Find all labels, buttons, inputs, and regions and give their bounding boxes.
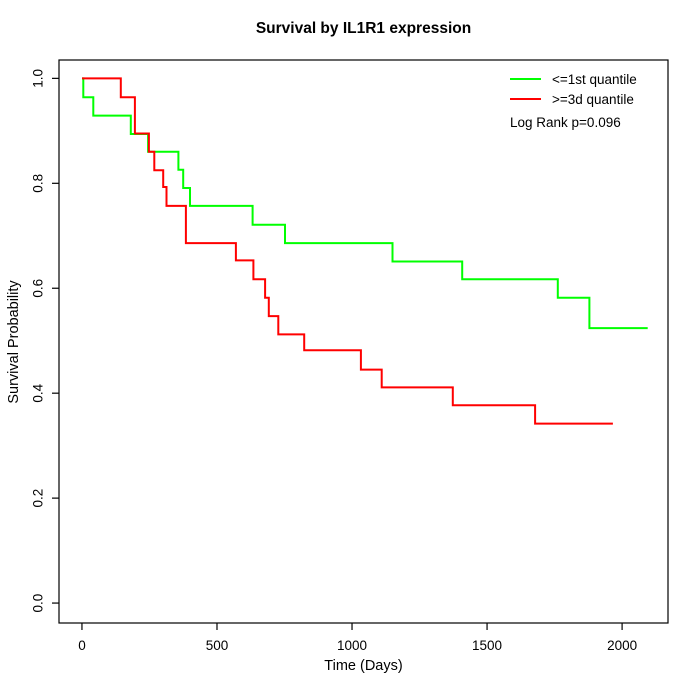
x-tick-label: 0 bbox=[78, 638, 86, 653]
legend-line-green bbox=[510, 78, 541, 80]
y-tick-label: 0.2 bbox=[31, 489, 46, 508]
x-tick-label: 1500 bbox=[472, 638, 502, 653]
x-tick-label: 1000 bbox=[337, 638, 367, 653]
x-tick-label: 500 bbox=[206, 638, 229, 653]
legend-item-low-expression: <=1st quantile bbox=[510, 69, 637, 89]
x-tick-label: 2000 bbox=[607, 638, 637, 653]
legend-label-low: <=1st quantile bbox=[552, 71, 637, 87]
x-axis: 0 500 1000 1500 2000 bbox=[78, 623, 637, 653]
x-axis-title: Time (Days) bbox=[324, 658, 403, 674]
y-axis: 0.0 0.2 0.4 0.6 0.8 1.0 bbox=[31, 69, 59, 613]
plot-box bbox=[58, 59, 669, 624]
km-curve-low-expression bbox=[82, 77, 648, 330]
legend: <=1st quantile >=3d quantile Log Rank p=… bbox=[510, 69, 637, 130]
y-tick-label: 0.6 bbox=[31, 279, 46, 298]
chart-title: Survival by IL1R1 expression bbox=[255, 20, 472, 37]
legend-item-high-expression: >=3d quantile bbox=[510, 89, 637, 109]
y-tick-label: 0.4 bbox=[31, 383, 46, 402]
legend-line-red bbox=[510, 98, 541, 100]
y-tick-label: 1.0 bbox=[31, 69, 46, 88]
km-curve-high-expression bbox=[82, 77, 613, 425]
y-axis-title-wrap: Survival Probability bbox=[0, 60, 28, 623]
y-axis-title: Survival Probability bbox=[6, 279, 22, 404]
y-tick-label: 0.8 bbox=[31, 174, 46, 193]
legend-label-high: >=3d quantile bbox=[552, 91, 634, 107]
y-tick-label: 0.0 bbox=[31, 594, 46, 613]
log-rank-pvalue: Log Rank p=0.096 bbox=[510, 115, 621, 130]
